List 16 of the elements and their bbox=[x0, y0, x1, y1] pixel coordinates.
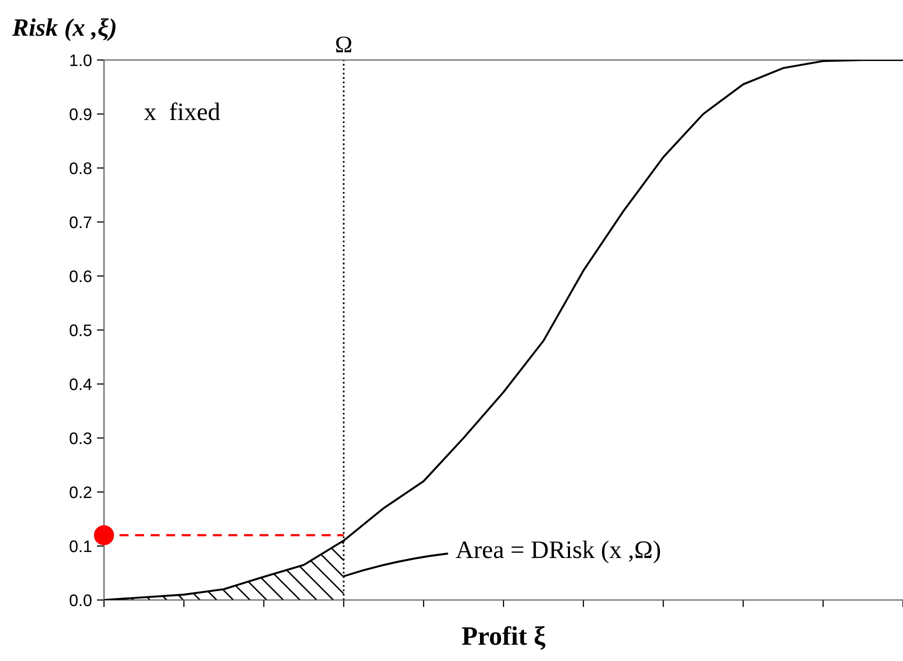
y-tick-label: 1.0 bbox=[70, 54, 92, 66]
y-tick-label: 0.4 bbox=[70, 378, 92, 390]
y-tick-label: 0.7 bbox=[70, 216, 92, 228]
y-tick-label: 0.3 bbox=[70, 432, 92, 444]
y-tick-label: 0.5 bbox=[70, 324, 92, 336]
y-axis-title: Risk (x ,ξ) bbox=[12, 18, 116, 42]
y-tick-label: 0.9 bbox=[70, 108, 92, 120]
x-axis-title: Profit ξ bbox=[462, 626, 546, 650]
text: Ω bbox=[336, 36, 352, 52]
annotation: x fixed bbox=[144, 102, 220, 120]
y-tick-label: 0.2 bbox=[70, 486, 92, 498]
y-tick-label: 0.0 bbox=[70, 594, 92, 606]
y-tick-label: 0.6 bbox=[70, 270, 92, 282]
y-tick-label: 0.8 bbox=[70, 162, 92, 174]
annotation: Area = DRisk (x ,Ω) bbox=[456, 540, 660, 564]
y-tick-label: 0.1 bbox=[70, 540, 92, 552]
